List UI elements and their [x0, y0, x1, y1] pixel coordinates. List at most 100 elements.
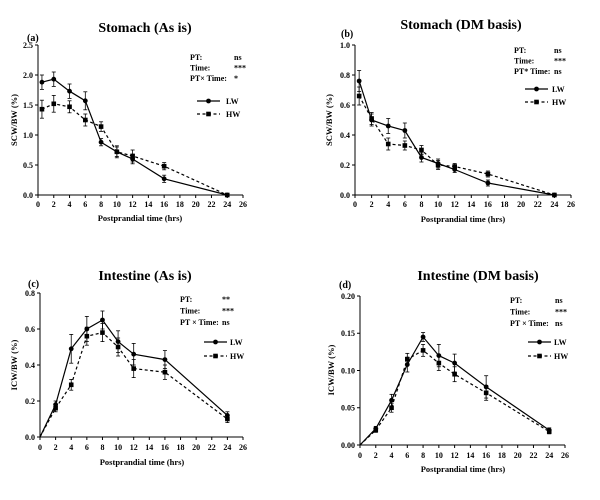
data-point — [115, 344, 121, 350]
data-point — [402, 128, 408, 133]
data-point — [67, 104, 72, 110]
chart-title: Intestine (As is) — [98, 269, 192, 284]
stat-value: ns — [554, 46, 562, 55]
x-tick-label: 12 — [451, 200, 459, 209]
data-point — [420, 348, 426, 353]
stat-value: ns — [555, 319, 563, 328]
x-tick-label: 0 — [38, 443, 42, 452]
stat-label: PT: — [514, 46, 526, 55]
x-tick-label: 8 — [99, 200, 103, 209]
data-point — [485, 171, 491, 177]
data-point — [483, 390, 489, 396]
x-axis-title: Postprandial time (hrs) — [98, 213, 183, 223]
data-point — [405, 357, 410, 362]
x-tick-label: 6 — [83, 200, 87, 209]
legend-marker — [206, 98, 211, 104]
chart-title: Stomach (As is) — [98, 21, 192, 36]
stat-value: *** — [234, 64, 246, 73]
legend-label: LW — [552, 85, 565, 94]
x-tick-label: 22 — [208, 443, 216, 452]
stat-label: PT× Time: — [190, 74, 227, 83]
y-tick-label: 0.15 — [341, 329, 355, 338]
x-axis-title: Postprandial time (hrs) — [100, 457, 185, 467]
data-point — [53, 405, 58, 411]
chart-title: Stomach (DM basis) — [400, 18, 522, 33]
y-tick-label: 0.2 — [340, 161, 350, 170]
x-tick-label: 2 — [52, 200, 56, 209]
data-point — [452, 360, 458, 366]
x-tick-label: 14 — [145, 443, 153, 452]
x-tick-label: 16 — [484, 200, 492, 209]
x-tick-label: 2 — [374, 451, 378, 460]
stat-label: PT: — [190, 53, 202, 62]
data-point — [419, 155, 424, 160]
y-tick-label: 2.0 — [23, 71, 33, 80]
stat-value: ns — [554, 67, 562, 76]
data-point — [67, 88, 72, 94]
data-point — [389, 405, 394, 411]
data-point — [356, 93, 362, 99]
x-tick-label: 4 — [69, 443, 73, 452]
x-tick-label: 8 — [419, 200, 423, 209]
x-tick-label: 26 — [239, 443, 247, 452]
data-point — [225, 416, 230, 422]
data-point — [162, 369, 168, 375]
series-lw — [39, 310, 230, 438]
x-tick-label: 18 — [501, 200, 509, 209]
y-tick-label: 0.6 — [340, 101, 350, 110]
x-tick-label: 14 — [467, 200, 475, 209]
legend-label: HW — [552, 98, 566, 107]
data-point — [420, 334, 426, 340]
legend-label: HW — [554, 352, 568, 361]
stats-annotation: PT: ns Time: *** PT× Time: * — [190, 53, 246, 83]
chart-panel-4: Intestine (DM basis)(d)0 2 4 6 8 10 12 14 16 18 20… — [326, 269, 569, 474]
x-tick-label: 14 — [144, 200, 152, 209]
data-point — [162, 357, 168, 362]
data-point — [452, 164, 457, 169]
y-tick-label: 0.0 — [340, 191, 350, 200]
x-tick-label: 8 — [100, 443, 104, 452]
y-tick-label: 1.0 — [340, 41, 350, 50]
data-point — [131, 366, 136, 371]
x-tick-label: 8 — [421, 451, 425, 460]
legend-label: HW — [230, 352, 244, 361]
data-point — [83, 117, 88, 123]
legend-marker — [213, 353, 218, 359]
x-tick-label: 16 — [160, 200, 168, 209]
series-lw — [39, 71, 230, 198]
x-tick-label: 18 — [176, 200, 184, 209]
y-tick-label: 1.5 — [23, 101, 33, 110]
data-point — [68, 382, 74, 388]
x-tick-label: 24 — [223, 200, 231, 209]
series-line — [39, 319, 228, 438]
data-point — [224, 192, 230, 198]
y-tick-label: 0.20 — [341, 292, 355, 301]
panel-label: (c) — [28, 279, 39, 290]
data-point — [51, 101, 57, 107]
x-tick-label: 4 — [390, 451, 394, 460]
x-tick-label: 12 — [129, 200, 137, 209]
legend: LW HW — [204, 338, 244, 361]
x-tick-label: 20 — [517, 200, 525, 209]
legend: LW HW — [525, 85, 566, 107]
stat-label: PT × Time: — [510, 319, 549, 328]
data-point — [373, 427, 379, 433]
chart-panel-2: Stomach (DM basis)(b)0 2 4 6 8 10 12 14 16 18 20 22… — [324, 18, 575, 224]
stats-annotation: PT: ** Time: ***PT × Time: ns — [180, 295, 234, 327]
x-tick-label: 0 — [358, 451, 362, 460]
data-point — [39, 106, 45, 112]
panel-label: (b) — [341, 29, 353, 40]
x-tick-label: 22 — [534, 200, 542, 209]
y-tick-label: 0.6 — [25, 325, 35, 334]
legend-label: LW — [230, 338, 243, 347]
stat-label: PT: — [510, 296, 522, 305]
legend: LW HW — [197, 97, 240, 119]
legend-label: HW — [226, 110, 240, 119]
data-point — [419, 147, 424, 153]
x-tick-label: 2 — [370, 200, 374, 209]
stat-value: * — [234, 74, 238, 83]
y-tick-label: 0.05 — [341, 404, 355, 413]
stat-value: ** — [222, 295, 230, 304]
data-point — [485, 180, 491, 186]
